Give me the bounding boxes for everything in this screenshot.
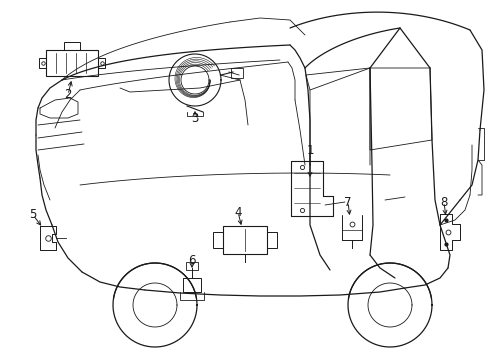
Bar xyxy=(183,278,201,292)
Bar xyxy=(46,50,98,76)
Text: 2: 2 xyxy=(64,89,72,102)
Text: 6: 6 xyxy=(188,253,195,266)
Text: 8: 8 xyxy=(439,195,447,208)
Bar xyxy=(223,226,266,254)
Bar xyxy=(213,232,223,248)
Text: 1: 1 xyxy=(305,144,313,157)
Text: 5: 5 xyxy=(29,208,37,221)
Bar xyxy=(230,68,243,78)
Bar xyxy=(98,58,105,68)
Bar xyxy=(39,58,46,68)
Bar xyxy=(64,42,80,50)
Bar xyxy=(266,232,276,248)
Text: 3: 3 xyxy=(191,112,198,125)
Text: 7: 7 xyxy=(344,195,351,208)
Text: 4: 4 xyxy=(234,206,241,219)
Bar xyxy=(185,262,198,270)
